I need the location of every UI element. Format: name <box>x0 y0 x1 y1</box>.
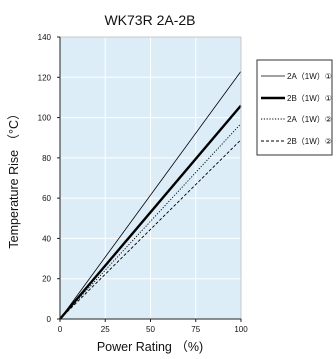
y-tick-label: 40 <box>42 234 51 243</box>
chart-title: WK73R 2A-2B <box>104 12 195 28</box>
series-line-4 <box>59 139 242 320</box>
y-tick-label: 20 <box>42 275 51 284</box>
x-tick-label: 25 <box>101 325 110 334</box>
y-tick-label: 140 <box>38 33 52 42</box>
legend-label-1: 2A（1W）① <box>287 72 332 81</box>
x-axis-label: Power Rating （%) <box>97 340 203 354</box>
y-tick-labels: 0 20 40 60 80 100 120 140 <box>38 33 60 324</box>
x-tick-label: 0 <box>58 325 63 334</box>
x-tick-labels: 0 25 50 75 100 <box>58 319 248 334</box>
x-tick-label: 50 <box>146 325 155 334</box>
legend-label-3: 2A（1W）② <box>287 115 332 124</box>
x-tick-label: 75 <box>191 325 200 334</box>
y-tick-label: 100 <box>38 114 52 123</box>
legend-label-2: 2B（1W）① <box>287 94 332 103</box>
y-tick-label: 120 <box>38 73 52 82</box>
series-lines <box>59 71 242 320</box>
y-axis-label: Temperature Rise （°C） <box>7 107 21 248</box>
series-line-2 <box>59 104 242 320</box>
legend: 2A（1W）① 2B（1W）① 2A（1W）② 2B（1W）② <box>256 59 333 156</box>
series-line-1 <box>59 71 242 320</box>
legend-label-4: 2B（1W）② <box>287 137 332 146</box>
series-line-3 <box>59 123 242 320</box>
y-tick-label: 60 <box>42 194 51 203</box>
y-tick-label: 0 <box>47 315 52 324</box>
y-tick-label: 80 <box>42 154 51 163</box>
grid-lines <box>60 37 241 319</box>
x-tick-label: 100 <box>234 325 248 334</box>
